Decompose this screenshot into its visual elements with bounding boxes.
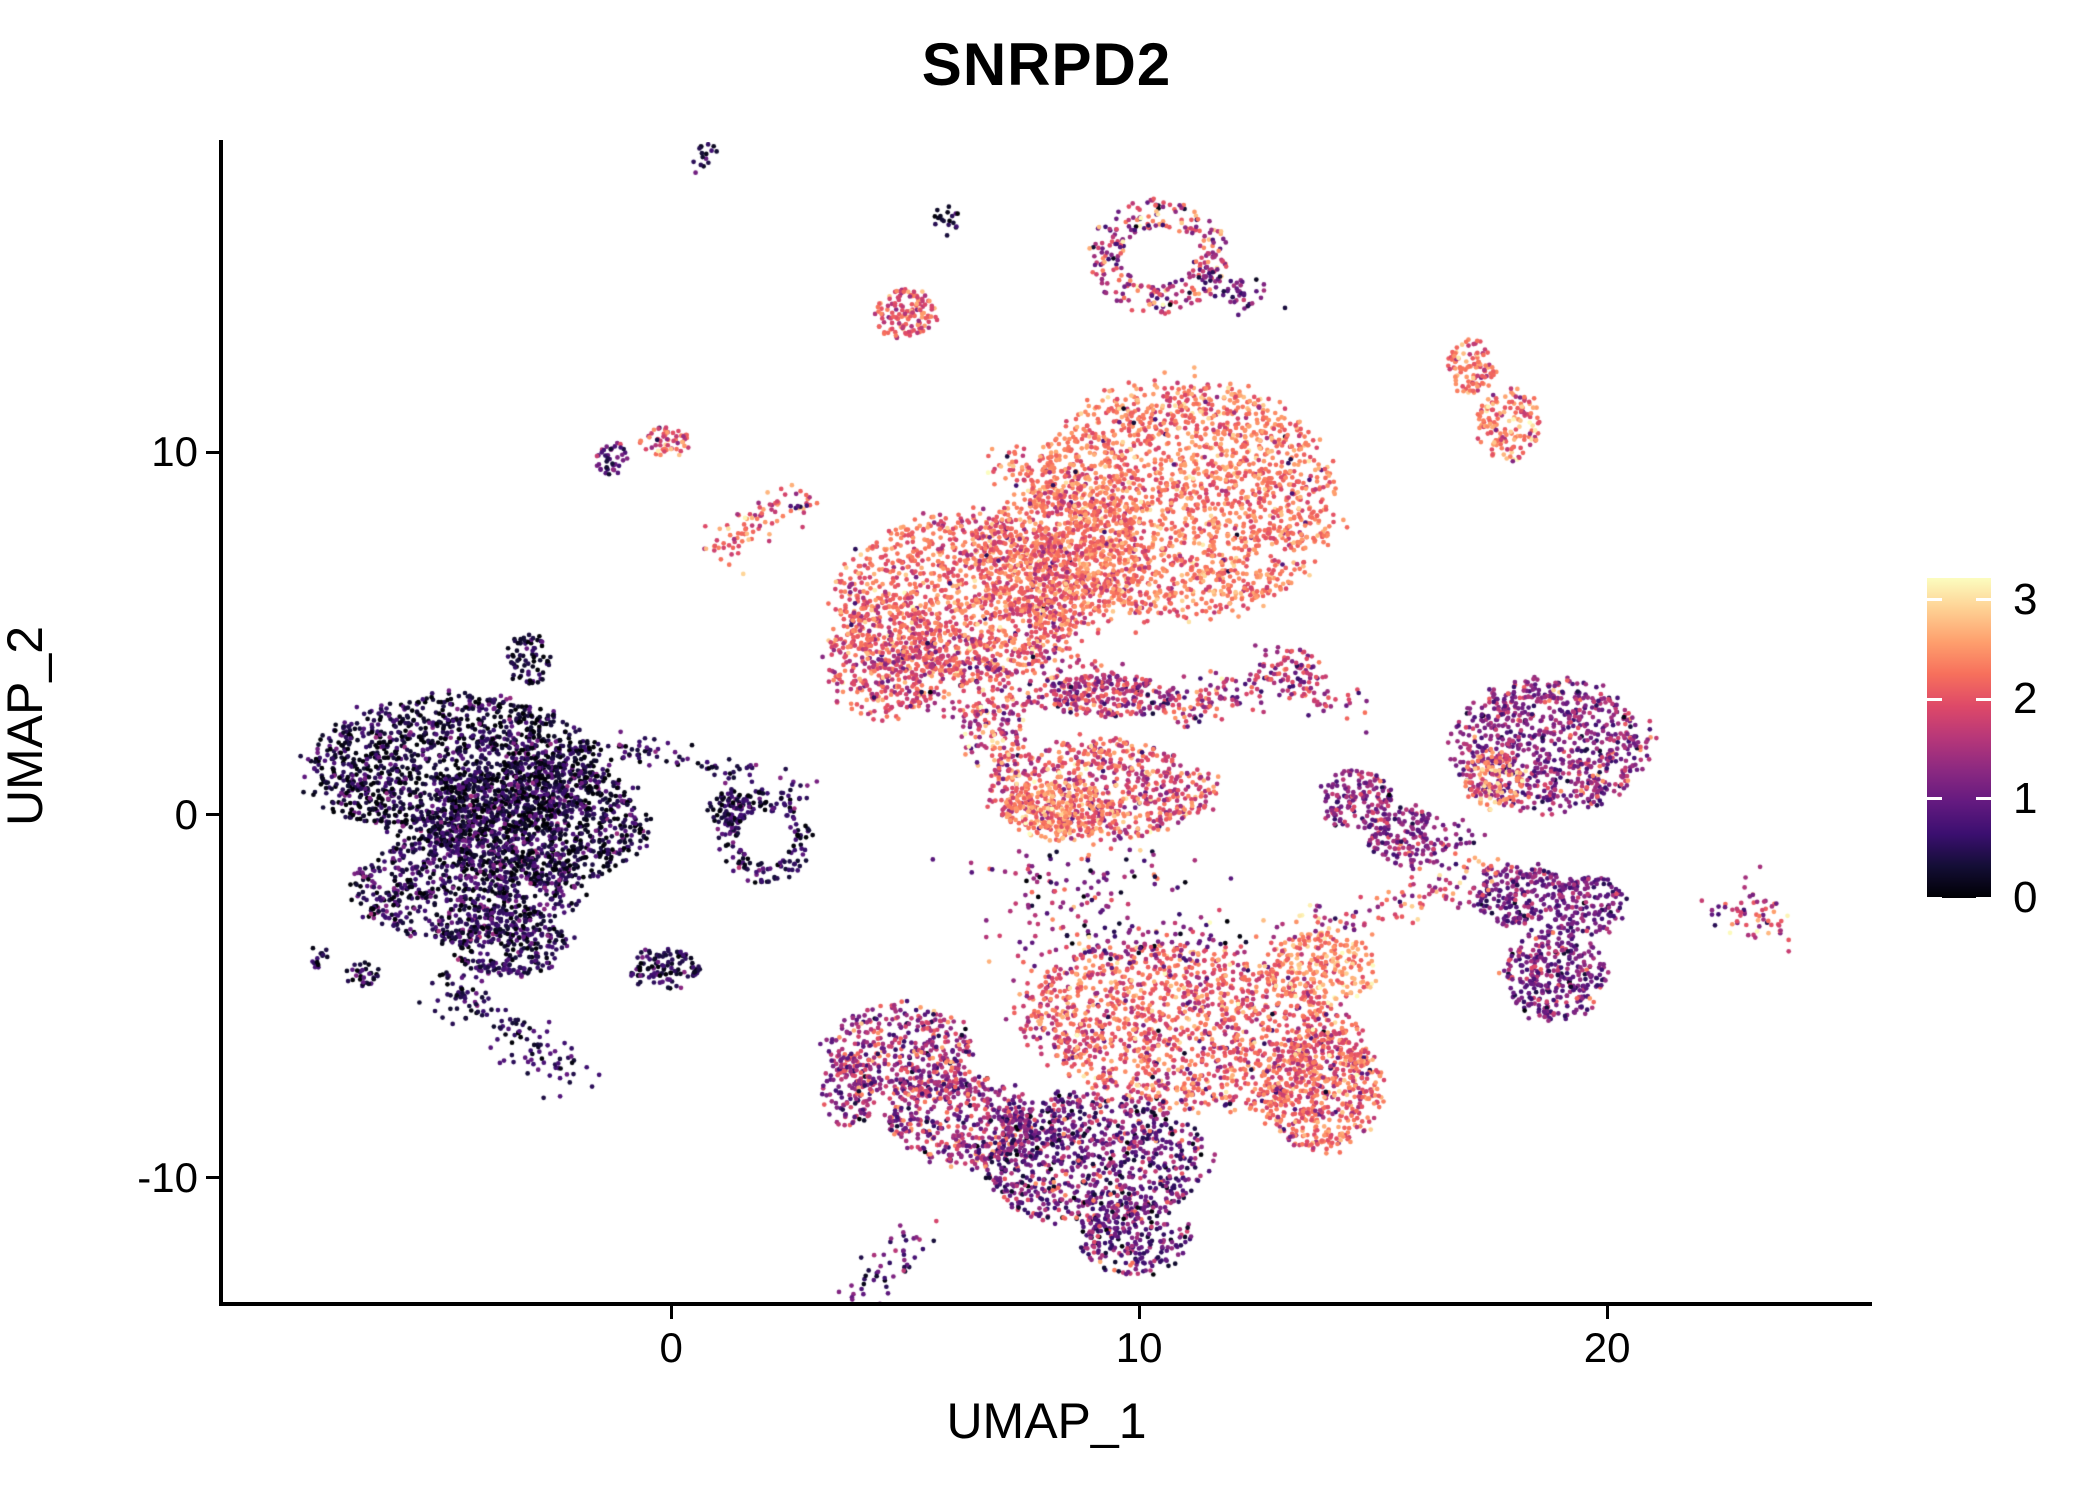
x-axis-line [219,1302,1872,1306]
y-tick-mark [206,1176,219,1180]
legend-tick-mark [1927,598,1942,602]
legend-tick-mark [1976,697,1991,701]
legend-tick-label: 3 [2013,574,2038,624]
plot-title: SNRPD2 [921,31,1172,98]
legend-tick-label: 0 [2013,873,2038,922]
y-tick-label: 0 [174,790,198,838]
legend-tick-mark [1927,896,1942,900]
y-tick-label: 10 [151,428,198,476]
x-tick-mark [1137,1306,1141,1319]
y-tick-mark [206,813,219,817]
legend-tick-mark [1976,598,1991,602]
legend-tick-mark [1976,896,1991,900]
y-tick-label: -10 [137,1153,198,1201]
x-tick-label: 20 [1583,1324,1631,1371]
umap-scatter-canvas [222,142,1871,1303]
y-axis-line [219,140,223,1306]
legend-tick-mark [1927,797,1942,801]
legend-tick-mark [1976,797,1991,801]
legend-tick-label: 2 [2013,674,2038,724]
legend-tick-label: 1 [2013,773,2038,823]
x-tick-label: 10 [1115,1324,1163,1371]
x-tick-mark [669,1306,673,1319]
legend-colorbar [1927,578,1991,898]
y-axis-title: UMAP_2 [0,625,53,827]
x-tick-label: 0 [659,1324,683,1371]
x-tick-mark [1605,1306,1609,1319]
y-tick-mark [206,450,219,454]
legend-tick-mark [1927,697,1942,701]
x-axis-title: UMAP_1 [946,1393,1147,1449]
